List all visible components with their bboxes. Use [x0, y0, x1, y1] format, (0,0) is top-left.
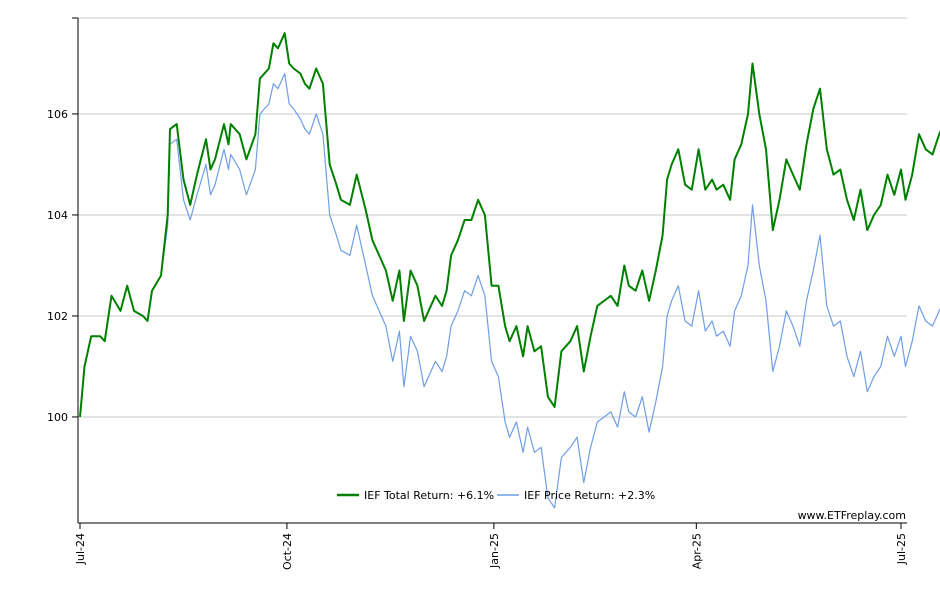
- y-tick-label: 106: [47, 108, 68, 121]
- x-tick-label: Jul-24: [74, 533, 87, 565]
- price-return-line: [79, 73, 940, 509]
- legend: IEF Total Return: +6.1% IEF Price Return:…: [337, 489, 655, 502]
- legend-label: IEF Total Return: +6.1%: [364, 489, 494, 502]
- legend-item-price-return: IEF Price Return: +2.3%: [497, 489, 655, 502]
- gridlines: [78, 17, 907, 418]
- legend-label: IEF Price Return: +2.3%: [524, 489, 655, 502]
- y-tick-label: 104: [47, 209, 68, 222]
- watermark-text: www.ETFreplay.com: [798, 509, 906, 522]
- series-lines: [79, 32, 940, 509]
- y-tick-label: 102: [47, 310, 68, 323]
- axes: 100 102 104 106 Jul-24 Oct-24 Jan-25 Apr-25 Jul-…: [47, 17, 908, 570]
- y-tick-label: 100: [47, 411, 68, 424]
- legend-item-total-return: IEF Total Return: +6.1%: [337, 489, 494, 502]
- x-tick-label: Jan-25: [488, 533, 501, 569]
- total-return-line: [79, 32, 940, 418]
- x-tick-label: Apr-25: [690, 533, 703, 569]
- x-tick-label: Oct-24: [281, 533, 294, 570]
- x-tick-label: Jul-25: [895, 533, 908, 565]
